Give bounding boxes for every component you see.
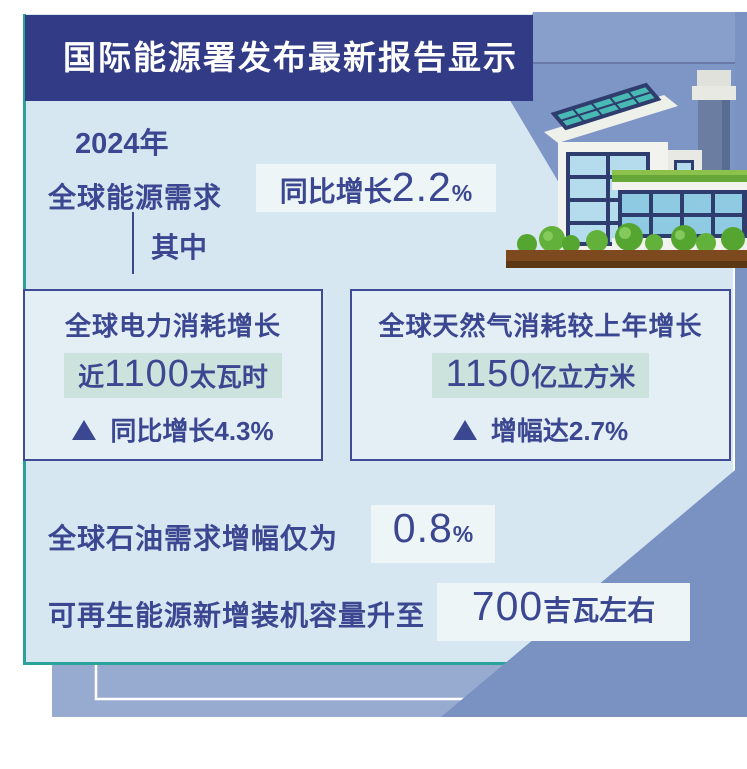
electricity-highlight-prefix: 近 [78,362,105,392]
oil-demand-label: 全球石油需求增幅仅为 [48,523,339,554]
up-triangle-icon [452,419,477,440]
oil-value: 0.8 [392,505,453,551]
gas-highlight: 1150 亿立方米 [431,353,650,398]
demand-growth-prefix: 同比增长 [279,176,392,207]
electricity-title: 全球电力消耗增长 [64,311,281,341]
gas-highlight-unit: 亿立方米 [531,362,636,392]
header-banner: 国际能源署发布最新报告显示 [25,15,533,101]
electricity-delta-text: 同比增长4.3% [110,416,274,446]
renewables-highlight: 700 吉瓦左右 [437,583,690,641]
among-label: 其中 [151,232,208,263]
renewables-label: 可再生能源新增装机容量升至 [48,600,426,631]
gas-delta-text: 增幅达2.7% [490,416,629,446]
electricity-delta-row: 同比增长4.3% [72,411,274,448]
demand-growth-highlight: 同比增长 2.2 % [256,164,496,212]
oil-highlight: 0.8 % [371,505,495,563]
year-label: 2024年 [75,128,169,160]
electricity-highlight: 近 1100 太瓦时 [64,353,282,398]
electricity-highlight-value: 1100 [104,353,190,395]
gas-title: 全球天然气消耗较上年增长 [378,311,703,341]
renewables-value: 700 [471,583,544,629]
demand-growth-unit: % [451,180,473,206]
header-title: 国际能源署发布最新报告显示 [63,39,518,76]
electricity-stat-box: 全球电力消耗增长 近 1100 太瓦时 同比增长4.3% [23,289,323,461]
gas-delta-row: 增幅达2.7% [452,411,629,448]
demand-growth-value: 2.2 [391,164,452,210]
up-triangle-icon [72,419,97,440]
connector-line [132,212,134,274]
energy-demand-label: 全球能源需求 [48,182,223,213]
electricity-highlight-unit: 太瓦时 [189,362,268,392]
oil-unit: % [452,521,474,547]
gas-stat-box: 全球天然气消耗较上年增长 1150 亿立方米 增幅达2.7% [350,289,731,461]
gas-highlight-value: 1150 [445,353,532,395]
renewables-unit: 吉瓦左右 [543,595,656,626]
